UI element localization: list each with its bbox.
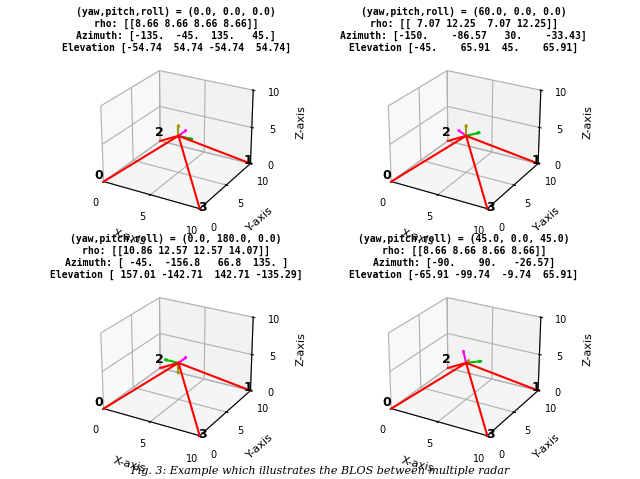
X-axis label: X-axis: X-axis (113, 455, 147, 474)
Y-axis label: Y-axis: Y-axis (244, 205, 275, 234)
X-axis label: X-axis: X-axis (400, 228, 435, 247)
Title: (yaw,pitch,roll) = (0.0, 0.0, 0.0)
rho: [[8.66 8.66 8.66 8.66]]
Azimuth: [-135. : (yaw,pitch,roll) = (0.0, 0.0, 0.0) rho: … (61, 7, 291, 53)
Y-axis label: Y-axis: Y-axis (532, 432, 563, 461)
X-axis label: X-axis: X-axis (400, 455, 435, 474)
X-axis label: X-axis: X-axis (113, 228, 147, 247)
Title: (yaw,pitch,roll) = (45.0, 0.0, 45.0)
rho: [[8.66 8.66 8.66 8.66]]
Azimuth: [-90.: (yaw,pitch,roll) = (45.0, 0.0, 45.0) rho… (349, 234, 579, 280)
Title: (yaw,pitch,roll) = (0.0, 180.0, 0.0)
rho: [[10.86 12.57 12.57 14.07]]
Azimuth: [: (yaw,pitch,roll) = (0.0, 180.0, 0.0) rho… (50, 234, 303, 280)
Text: Fig. 3: Example which illustrates the BLOS between multiple radar: Fig. 3: Example which illustrates the BL… (131, 466, 509, 476)
Title: (yaw,pitch,roll) = (60.0, 0.0, 0.0)
rho: [[ 7.07 12.25  7.07 12.25]]
Azimuth: [-: (yaw,pitch,roll) = (60.0, 0.0, 0.0) rho:… (340, 7, 587, 53)
Y-axis label: Y-axis: Y-axis (532, 205, 563, 234)
Y-axis label: Y-axis: Y-axis (244, 432, 275, 461)
